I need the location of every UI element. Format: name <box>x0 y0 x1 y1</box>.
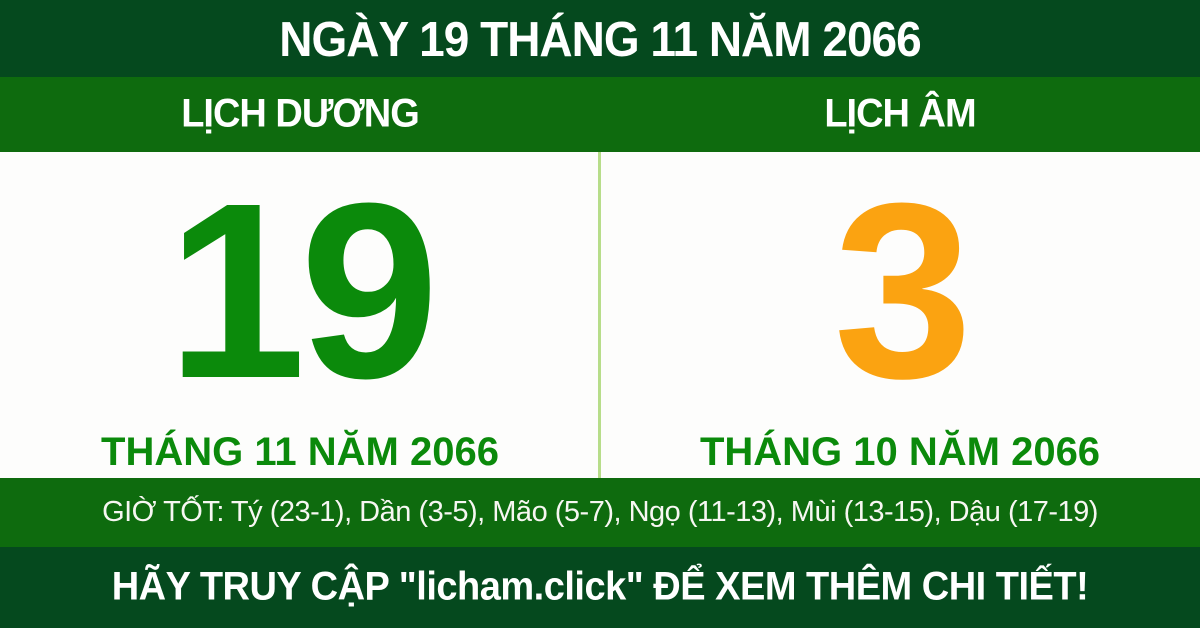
lunar-day-number: 3 <box>833 151 972 430</box>
page-title: NGÀY 19 THÁNG 11 NĂM 2066 <box>279 10 921 67</box>
lunar-calendar-label: LỊCH ÂM <box>824 91 976 137</box>
lunar-month-year: THÁNG 10 NĂM 2066 <box>699 430 1101 474</box>
solar-panel: 19 THÁNG 11 NĂM 2066 <box>0 152 600 478</box>
good-hours-text: GIỜ TỐT: Tý (23-1), Dần (3-5), Mão (5-7)… <box>102 496 1098 528</box>
calendar-body: 19 THÁNG 11 NĂM 2066 3 THÁNG 10 NĂM 2066 <box>0 152 1200 478</box>
solar-day-number: 19 <box>166 151 439 430</box>
good-hours-bar: GIỜ TỐT: Tý (23-1), Dần (3-5), Mão (5-7)… <box>0 478 1200 547</box>
lunar-panel: 3 THÁNG 10 NĂM 2066 <box>600 152 1200 478</box>
column-divider <box>598 152 601 478</box>
solar-calendar-label: LỊCH DƯƠNG <box>181 91 420 137</box>
solar-month-year: THÁNG 11 NĂM 2066 <box>101 430 499 474</box>
top-header: NGÀY 19 THÁNG 11 NĂM 2066 <box>0 0 1200 77</box>
footer-callout: HÃY TRUY CẬP "licham.click" ĐỂ XEM THÊM … <box>111 564 1089 610</box>
calendar-type-bar: LỊCH DƯƠNG LỊCH ÂM <box>0 77 1200 152</box>
footer-bar: HÃY TRUY CẬP "licham.click" ĐỂ XEM THÊM … <box>0 547 1200 628</box>
